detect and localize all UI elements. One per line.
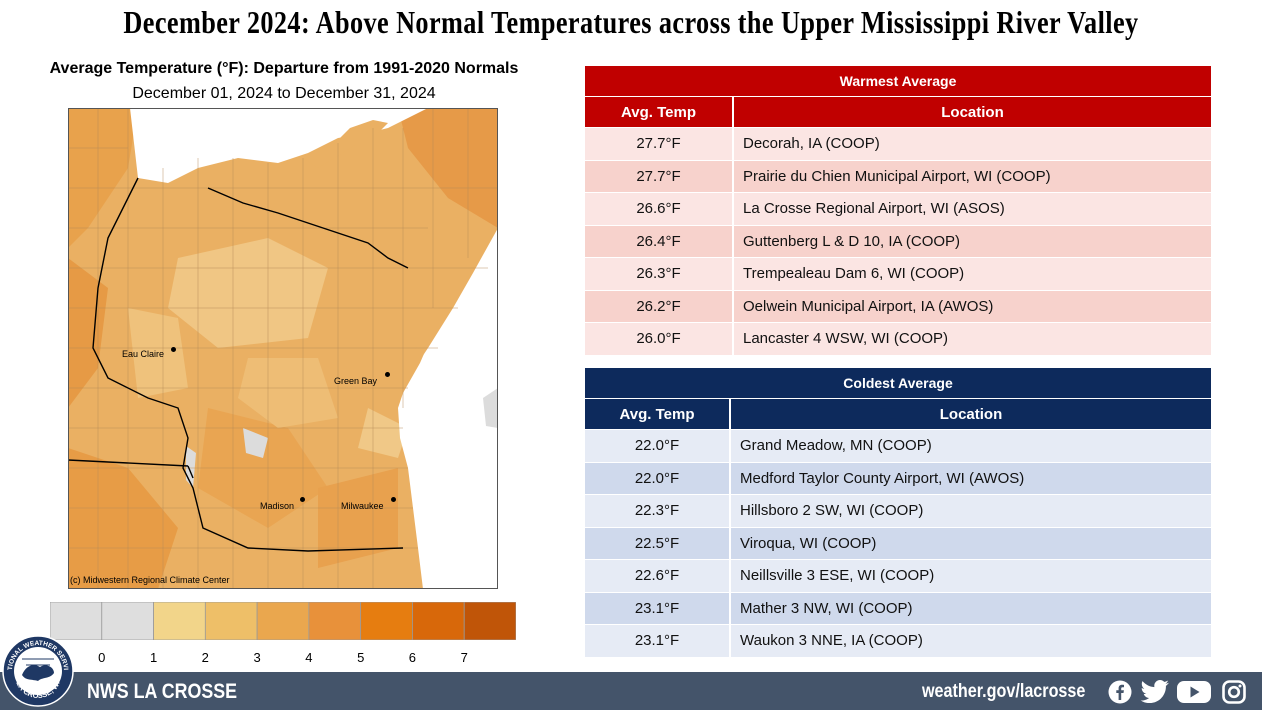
city-marker — [391, 497, 396, 502]
footer-bar: NWS LA CROSSE weather.gov/lacrosse — [0, 672, 1262, 710]
legend-tick-label: 1 — [149, 650, 158, 665]
avg-temp-cell: 22.5°F — [585, 527, 729, 560]
warmest-table: Warmest Average Avg. Temp Location 27.7°… — [585, 66, 1211, 356]
column-header-avg-temp: Avg. Temp — [585, 399, 729, 430]
avg-temp-cell: 26.6°F — [585, 193, 732, 226]
column-header-avg-temp: Avg. Temp — [585, 97, 732, 128]
location-cell: Waukon 3 NNE, IA (COOP) — [729, 625, 1212, 658]
city-label-eau-claire: Eau Claire — [122, 349, 165, 359]
legend-tick-label: 6 — [408, 650, 416, 665]
location-cell: Trempealeau Dam 6, WI (COOP) — [732, 258, 1211, 291]
avg-temp-cell: 22.0°F — [585, 462, 729, 495]
city-marker — [171, 347, 176, 352]
coldest-table: Coldest Average Avg. Temp Location 22.0°… — [585, 368, 1212, 658]
location-cell: Lancaster 4 WSW, WI (COOP) — [732, 323, 1211, 356]
nws-la-crosse-logo: NATIONAL WEATHER SERVICE LA CROSSE, WI — [2, 635, 74, 707]
map-title: Average Temperature (°F): Departure from… — [49, 60, 519, 77]
table-row: 23.1°F Mather 3 NW, WI (COOP) — [585, 592, 1212, 625]
city-marker — [300, 497, 305, 502]
city-label-milwaukee: Milwaukee — [341, 501, 384, 511]
avg-temp-cell: 23.1°F — [585, 592, 729, 625]
office-name: NWS LA CROSSE — [87, 680, 238, 703]
twitter-icon[interactable] — [1140, 680, 1170, 704]
table-row: 22.3°F Hillsboro 2 SW, WI (COOP) — [585, 495, 1212, 528]
avg-temp-cell: 27.7°F — [585, 160, 732, 193]
city-label-green-bay: Green Bay — [334, 376, 378, 386]
location-cell: Decorah, IA (COOP) — [732, 128, 1211, 161]
table-row: 22.0°F Medford Taylor County Airport, WI … — [585, 462, 1212, 495]
location-cell: Mather 3 NW, WI (COOP) — [729, 592, 1212, 625]
avg-temp-cell: 27.7°F — [585, 128, 732, 161]
table-row: 26.0°F Lancaster 4 WSW, WI (COOP) — [585, 323, 1211, 356]
avg-temp-cell: 26.3°F — [585, 258, 732, 291]
legend-tick-label: 3 — [253, 650, 261, 665]
facebook-icon[interactable] — [1107, 680, 1133, 704]
avg-temp-cell: 22.3°F — [585, 495, 729, 528]
legend-swatch — [204, 602, 258, 640]
instagram-icon[interactable] — [1221, 680, 1247, 704]
table-row: 26.6°F La Crosse Regional Airport, WI (AS… — [585, 193, 1211, 226]
column-header-location: Location — [732, 97, 1211, 128]
page-title: December 2024: Above Normal Temperatures… — [123, 4, 1139, 40]
website-link[interactable]: weather.gov/lacrosse — [922, 681, 1086, 702]
avg-temp-cell: 22.0°F — [585, 430, 729, 463]
location-cell: Oelwein Municipal Airport, IA (AWOS) — [732, 290, 1211, 323]
table-row: 26.3°F Trempealeau Dam 6, WI (COOP) — [585, 258, 1211, 291]
legend-swatch — [101, 602, 154, 640]
color-legend — [50, 602, 516, 640]
location-cell: La Crosse Regional Airport, WI (ASOS) — [732, 193, 1211, 226]
legend-tick-label: 2 — [201, 650, 209, 665]
location-cell: Guttenberg L & D 10, IA (COOP) — [732, 225, 1211, 258]
avg-temp-cell: 26.0°F — [585, 323, 732, 356]
avg-temp-cell: 23.1°F — [585, 625, 729, 658]
youtube-icon[interactable] — [1177, 680, 1211, 704]
legend-tick-label: 4 — [305, 650, 313, 665]
table-row: 22.6°F Neillsville 3 ESE, WI (COOP) — [585, 560, 1212, 593]
location-cell: Neillsville 3 ESE, WI (COOP) — [729, 560, 1212, 593]
table-row: 27.7°F Prairie du Chien Municipal Airport… — [585, 160, 1211, 193]
table-row: 22.0°F Grand Meadow, MN (COOP) — [585, 430, 1212, 463]
location-cell: Grand Meadow, MN (COOP) — [729, 430, 1212, 463]
legend-swatch — [308, 602, 362, 640]
legend-swatch — [360, 602, 413, 640]
warmest-table-title: Warmest Average — [585, 66, 1211, 97]
avg-temp-cell: 26.4°F — [585, 225, 732, 258]
avg-temp-cell: 22.6°F — [585, 560, 729, 593]
column-header-location: Location — [729, 399, 1212, 430]
location-cell: Prairie du Chien Municipal Airport, WI (… — [732, 160, 1211, 193]
temperature-departure-map — [68, 108, 498, 589]
coldest-table-title: Coldest Average — [585, 368, 1212, 399]
table-row: 27.7°F Decorah, IA (COOP) — [585, 128, 1211, 161]
legend-swatch — [412, 602, 465, 640]
legend-tick-label: 0 — [98, 650, 106, 665]
avg-temp-cell: 26.2°F — [585, 290, 732, 323]
location-cell: Hillsboro 2 SW, WI (COOP) — [729, 495, 1212, 528]
table-row: 26.4°F Guttenberg L & D 10, IA (COOP) — [585, 225, 1211, 258]
map-credit: (c) Midwestern Regional Climate Center — [70, 575, 230, 585]
legend-tick-label: 7 — [460, 650, 468, 665]
table-row: 26.2°F Oelwein Municipal Airport, IA (AWO… — [585, 290, 1211, 323]
legend-swatch — [153, 602, 206, 640]
location-cell: Viroqua, WI (COOP) — [729, 527, 1212, 560]
legend-swatch — [256, 602, 310, 640]
location-cell: Medford Taylor County Airport, WI (AWOS) — [729, 462, 1212, 495]
city-label-madison: Madison — [260, 501, 295, 511]
legend-swatch — [50, 602, 103, 640]
map-subtitle: December 01, 2024 to December 31, 2024 — [132, 85, 436, 102]
legend-swatch — [463, 602, 516, 640]
legend-tick-label: 5 — [357, 650, 365, 665]
table-row: 22.5°F Viroqua, WI (COOP) — [585, 527, 1212, 560]
city-marker — [385, 372, 390, 377]
table-row: 23.1°F Waukon 3 NNE, IA (COOP) — [585, 625, 1212, 658]
